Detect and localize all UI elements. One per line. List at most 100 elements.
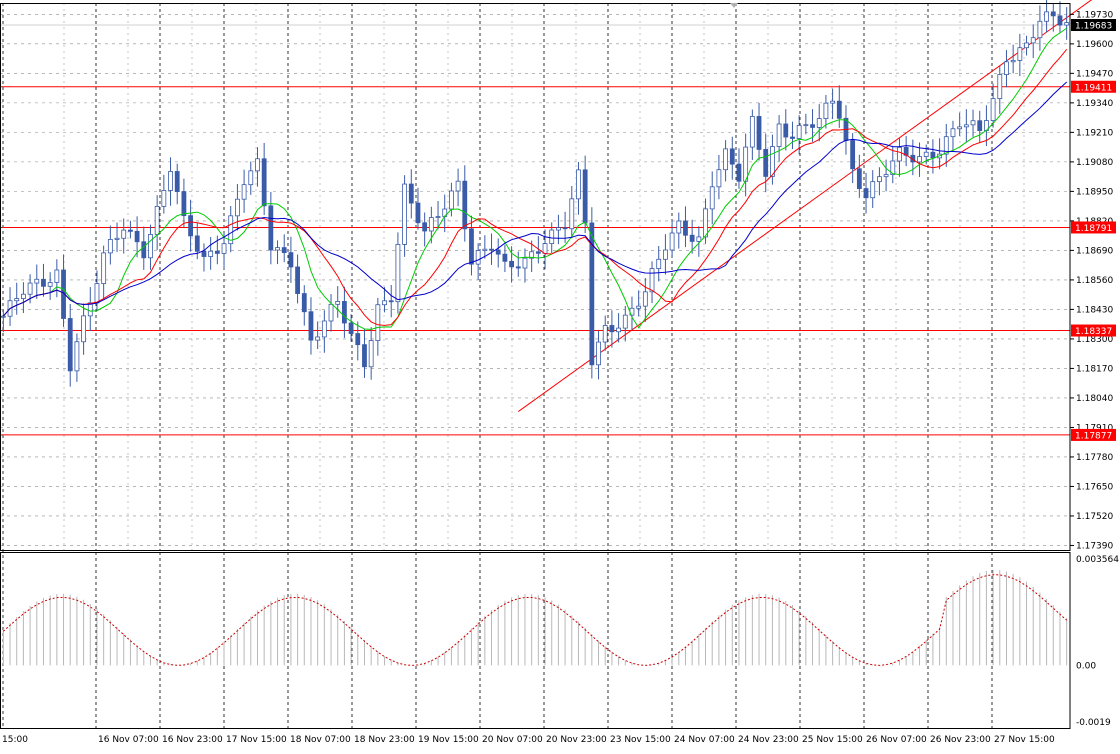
candle-body bbox=[81, 315, 86, 343]
time-tick-label: 24 Nov 23:00 bbox=[738, 735, 799, 745]
candle-body bbox=[562, 227, 568, 230]
candle-body bbox=[716, 169, 722, 188]
time-tick-label: 19 Nov 15:00 bbox=[418, 735, 479, 745]
time-tick-label: 24 Nov 07:00 bbox=[674, 735, 735, 745]
time-scale[interactable]: 15:00 16 Nov 07:00 16 Nov 23:00 17 Nov 15:0… bbox=[2, 735, 1055, 745]
candle-body bbox=[542, 243, 548, 254]
candle-body bbox=[422, 222, 428, 232]
oscillator-tick-label: 0.00 bbox=[1076, 661, 1096, 671]
candle-body bbox=[1064, 22, 1070, 26]
candle-body bbox=[107, 239, 113, 254]
candle-body bbox=[816, 118, 822, 128]
candle-body bbox=[502, 253, 508, 262]
price-tick-label: 1.17650 bbox=[1076, 482, 1113, 492]
trendlines[interactable] bbox=[517, 0, 1093, 412]
candle-body bbox=[402, 183, 407, 245]
oscillator-signal-line bbox=[2, 574, 1068, 666]
candle-body bbox=[395, 244, 401, 303]
candle-body bbox=[776, 123, 782, 147]
candle-body bbox=[315, 336, 321, 341]
level-price-tag bbox=[1071, 324, 1116, 337]
candle-body bbox=[228, 215, 234, 245]
candle-body bbox=[1057, 15, 1063, 26]
candle-body bbox=[428, 217, 434, 232]
candle-body bbox=[689, 234, 695, 242]
level-price-label: 1.17877 bbox=[1075, 431, 1112, 441]
candle-body bbox=[194, 235, 200, 252]
price-tick-label: 1.18560 bbox=[1076, 276, 1113, 286]
moving-averages bbox=[2, 27, 1068, 330]
candle-body bbox=[1030, 37, 1036, 44]
price-scale[interactable]: 1.19730 1.19600 1.19470 1.19340 1.19210 1.190… bbox=[1076, 10, 1113, 551]
candle-body bbox=[348, 322, 354, 334]
candle-body bbox=[917, 156, 922, 163]
candle-body bbox=[642, 291, 648, 307]
candle-body bbox=[489, 248, 494, 251]
candle-body bbox=[208, 250, 214, 257]
candle-body bbox=[21, 293, 26, 299]
candle-body bbox=[1004, 61, 1009, 75]
candle-body bbox=[676, 220, 682, 234]
level-price-tag bbox=[1071, 221, 1116, 234]
moving-average-line bbox=[2, 48, 1068, 326]
candle-body bbox=[27, 282, 33, 295]
time-tick-label: 27 Nov 15:00 bbox=[994, 735, 1055, 745]
price-tick-label: 1.19340 bbox=[1076, 99, 1113, 109]
candle-body bbox=[529, 251, 535, 259]
candle-body bbox=[415, 202, 421, 224]
candle-body bbox=[94, 283, 100, 304]
candle-body bbox=[602, 325, 608, 343]
candle-body bbox=[67, 318, 73, 372]
candle-body bbox=[549, 229, 555, 244]
time-tick-label: 26 Nov 23:00 bbox=[930, 735, 991, 745]
price-tick-label: 1.18170 bbox=[1076, 364, 1113, 374]
candle-body bbox=[1017, 47, 1023, 61]
candle-body bbox=[148, 234, 153, 259]
candle-body bbox=[656, 258, 662, 269]
candle-body bbox=[495, 249, 501, 255]
price-tick-label: 1.19080 bbox=[1076, 158, 1113, 168]
candle-body bbox=[589, 222, 595, 366]
candle-body bbox=[375, 304, 381, 341]
candle-body bbox=[288, 252, 294, 268]
price-tick-label: 1.18430 bbox=[1076, 305, 1113, 315]
candle-body bbox=[268, 205, 274, 251]
oscillator-tick-label: 0.003564 bbox=[1076, 555, 1119, 565]
candle-body bbox=[248, 170, 254, 186]
candle-body bbox=[522, 257, 528, 269]
candle-body bbox=[342, 301, 347, 324]
candle-body bbox=[34, 278, 40, 284]
price-tags: 1.19411 1.18791 1.18337 1.17877 1.19683 bbox=[1071, 19, 1116, 441]
level-price-label: 1.18791 bbox=[1075, 224, 1112, 234]
candle-body bbox=[749, 116, 755, 148]
horizontal-levels[interactable] bbox=[0, 24, 1070, 436]
candle-body bbox=[636, 305, 642, 309]
candle-body bbox=[388, 300, 394, 303]
candle-body bbox=[790, 136, 795, 139]
candle-body bbox=[850, 140, 856, 170]
time-tick-label: 16 Nov 23:00 bbox=[162, 735, 223, 745]
candle-body bbox=[703, 208, 708, 238]
candle-body bbox=[141, 241, 147, 259]
candle-body bbox=[729, 148, 735, 165]
current-price-label: 1.19683 bbox=[1075, 22, 1112, 32]
trendline bbox=[517, 0, 1093, 412]
time-tick-label: 25 Nov 15:00 bbox=[802, 735, 863, 745]
candle-body bbox=[1050, 11, 1056, 17]
candle-body bbox=[957, 126, 963, 130]
candle-body bbox=[455, 180, 461, 192]
candle-body bbox=[235, 198, 240, 217]
main-panel-frame bbox=[0, 3, 1071, 551]
moving-average-line bbox=[2, 27, 1067, 330]
candle-body bbox=[281, 247, 287, 254]
candle-body bbox=[836, 100, 842, 119]
candle-body bbox=[950, 128, 956, 138]
oscillator bbox=[2, 569, 1068, 666]
price-tick-label: 1.17520 bbox=[1076, 512, 1113, 522]
candle-body bbox=[328, 303, 334, 322]
shift-marker-icon[interactable] bbox=[730, 3, 738, 8]
time-tick-label: 17 Nov 15:00 bbox=[226, 735, 287, 745]
candle-body bbox=[783, 123, 789, 138]
candle-body bbox=[743, 146, 749, 182]
